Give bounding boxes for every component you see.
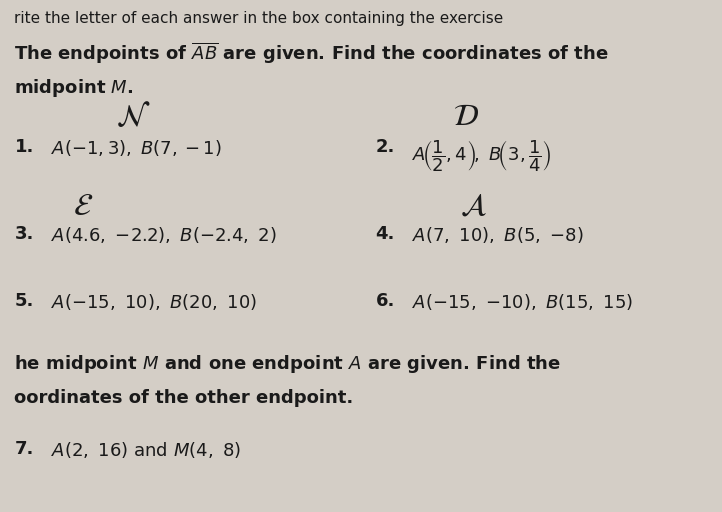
Text: $A(7,\ 10),\ B(5,\ {-8})$: $A(7,\ 10),\ B(5,\ {-8})$ [412, 225, 583, 245]
Text: $\mathcal{D}$: $\mathcal{D}$ [453, 102, 479, 132]
Text: 6.: 6. [375, 292, 395, 310]
Text: midpoint $M$.: midpoint $M$. [14, 77, 134, 99]
Text: $\mathcal{N}$: $\mathcal{N}$ [116, 102, 151, 133]
Text: 7.: 7. [14, 440, 34, 458]
Text: 1.: 1. [14, 138, 34, 156]
Text: $\mathcal{A}$: $\mathcal{A}$ [459, 192, 487, 221]
Text: $A(-15,\ {-10}),\ B(15,\ 15)$: $A(-15,\ {-10}),\ B(15,\ 15)$ [412, 292, 632, 312]
Text: 4.: 4. [375, 225, 395, 243]
Text: $A(4.6,\ {-2.2}),\ B(-2.4,\ 2)$: $A(4.6,\ {-2.2}),\ B(-2.4,\ 2)$ [51, 225, 277, 245]
Text: 5.: 5. [14, 292, 34, 310]
Text: $A(-1, 3),\ B(7, -1)$: $A(-1, 3),\ B(7, -1)$ [51, 138, 221, 158]
Text: he midpoint $M$ and one endpoint $A$ are given. Find the: he midpoint $M$ and one endpoint $A$ are… [14, 353, 562, 375]
Text: The endpoints of $\overline{AB}$ are given. Find the coordinates of the: The endpoints of $\overline{AB}$ are giv… [14, 41, 609, 67]
Text: $A(2,\ 16)$ and $M(4,\ 8)$: $A(2,\ 16)$ and $M(4,\ 8)$ [51, 440, 240, 460]
Text: oordinates of the other endpoint.: oordinates of the other endpoint. [14, 389, 354, 407]
Text: 3.: 3. [14, 225, 34, 243]
Text: 2.: 2. [375, 138, 395, 156]
Text: rite the letter of each answer in the box containing the exercise: rite the letter of each answer in the bo… [14, 11, 504, 26]
Text: $A(-15,\ 10),\ B(20,\ 10)$: $A(-15,\ 10),\ B(20,\ 10)$ [51, 292, 256, 312]
Text: $A\!\left(\dfrac{1}{2}, 4\right)\!,\ B\!\left(3, \dfrac{1}{4}\right)$: $A\!\left(\dfrac{1}{2}, 4\right)\!,\ B\!… [412, 138, 552, 174]
Text: $\mathcal{E}$: $\mathcal{E}$ [73, 192, 93, 221]
